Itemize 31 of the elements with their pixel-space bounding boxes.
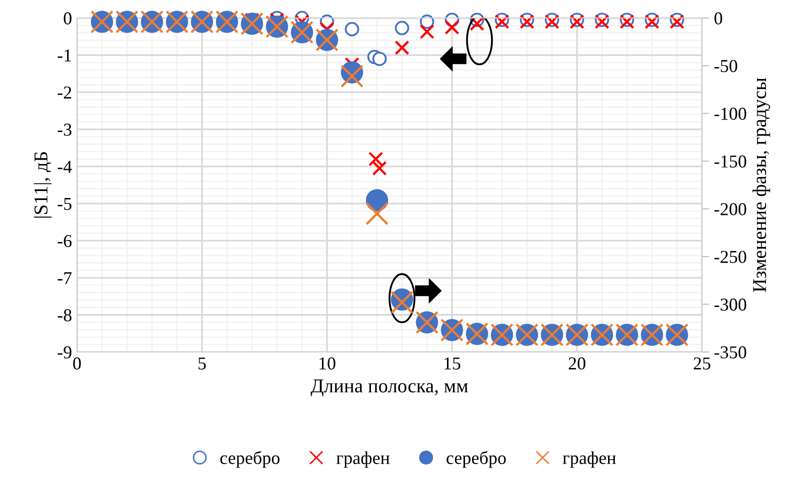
y2-tick-label: -50 [714, 60, 738, 72]
y2-axis-title: Изменение фазы, градусы [752, 78, 770, 292]
legend-label: серебро [446, 450, 506, 468]
y2-tick-label: 0 [714, 12, 722, 24]
y2-tick-label: -100 [714, 108, 746, 120]
legend-label: графен [562, 451, 616, 468]
y2-tick-label: -300 [714, 298, 746, 311]
x-tick-label: 25 [694, 357, 710, 370]
y-tick-label: -9 [58, 346, 72, 358]
x-tick-label: 20 [568, 357, 586, 370]
x-tick-label: 5 [198, 358, 206, 370]
y-tick-label: -4 [58, 160, 72, 173]
y2-tick-label: -150 [714, 155, 746, 168]
y-tick-label: -3 [58, 124, 72, 136]
x-axis-title: Длина полоска, мм [310, 380, 468, 396]
y-tick-label: -7 [58, 272, 72, 284]
x-tick-label: 10 [320, 357, 336, 370]
y-tick-label: -8 [58, 309, 72, 322]
y-tick-label: -6 [58, 234, 72, 248]
x-tick-label: 15 [444, 357, 460, 370]
y-tick-label: -1 [58, 49, 72, 62]
y-tick-label: 0 [64, 12, 72, 24]
y2-tick-label: -200 [714, 203, 746, 216]
y2-tick-label: -350 [714, 346, 746, 358]
y2-tick-label: -250 [714, 250, 746, 264]
y-axis-title: |S11|, дБ [34, 152, 52, 218]
legend-label: серебро [220, 450, 280, 468]
y-tick-label: -2 [58, 86, 72, 98]
y-tick-label: -5 [58, 198, 72, 210]
legend-label: графен [336, 451, 390, 468]
x-tick-label: 0 [73, 357, 81, 370]
